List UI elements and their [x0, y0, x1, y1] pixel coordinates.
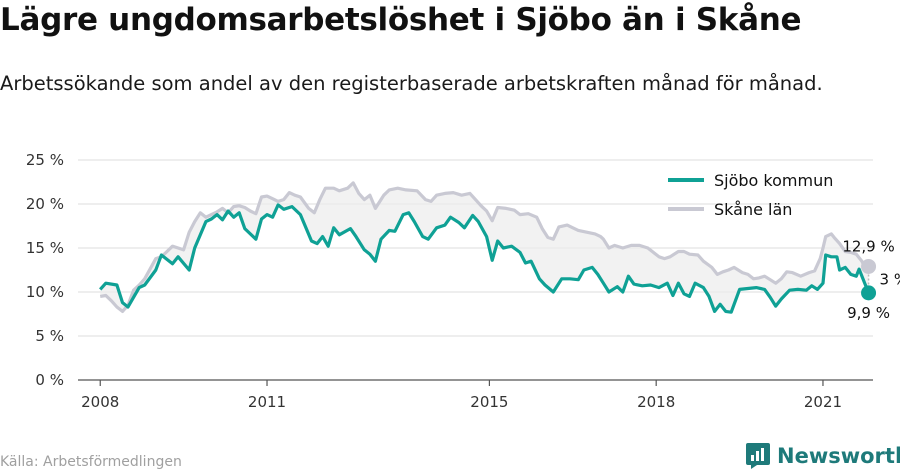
- series-line-skane: [99, 181, 869, 313]
- legend: Sjöbo kommun Skåne län: [668, 171, 833, 219]
- difference-area: [100, 182, 869, 313]
- legend-label-sjobo: Sjöbo kommun: [714, 171, 833, 190]
- line-chart: 0 %5 %10 %15 %20 %25 % 2008 2011 2015 2018 2…: [26, 151, 900, 411]
- y-tick-label: 20 %: [26, 195, 64, 213]
- legend-label-skane: Skåne län: [714, 200, 792, 219]
- page-subtitle: Arbetssökande som andel av den registerb…: [0, 72, 823, 95]
- brand-name: Newsworthy: [777, 444, 900, 468]
- end-point-sjobo: [861, 285, 877, 301]
- newsworthy-logo-icon: [746, 443, 770, 469]
- y-tick-label: 15 %: [26, 239, 64, 257]
- page-title: Lägre ungdomsarbetslöshet i Sjöbo än i S…: [0, 2, 802, 38]
- series-line-sjobo: [99, 203, 871, 314]
- brand-logo: Newsworthy: [745, 440, 900, 472]
- y-tick-label: 25 %: [26, 151, 64, 169]
- source-note: Källa: Arbetsförmedlingen: [0, 454, 182, 470]
- legend-swatch-skane: [668, 207, 704, 211]
- end-label-sjobo: 9,9 %: [847, 304, 890, 322]
- x-tick-label: 2018: [637, 393, 675, 411]
- y-tick-label: 10 %: [26, 283, 64, 301]
- y-tick-label: 0 %: [35, 371, 64, 389]
- end-label-skane: 12,9 %: [842, 237, 894, 255]
- x-tick-label: 2021: [804, 393, 842, 411]
- x-tick-label: 2008: [81, 393, 119, 411]
- y-axis-ticks: 0 % 5 % 10 % 15 % 20 % 25 %: [26, 151, 64, 389]
- x-axis: 2008 2011 2015 2018 2021: [78, 379, 873, 411]
- legend-swatch-sjobo: [668, 178, 704, 182]
- end-point-skane: [861, 258, 877, 274]
- x-tick-label: 2011: [248, 393, 286, 411]
- difference-label: 3 %: [880, 271, 900, 289]
- y-tick-label: 5 %: [35, 327, 64, 345]
- x-tick-label: 2015: [470, 393, 508, 411]
- grid-lines: [78, 159, 873, 381]
